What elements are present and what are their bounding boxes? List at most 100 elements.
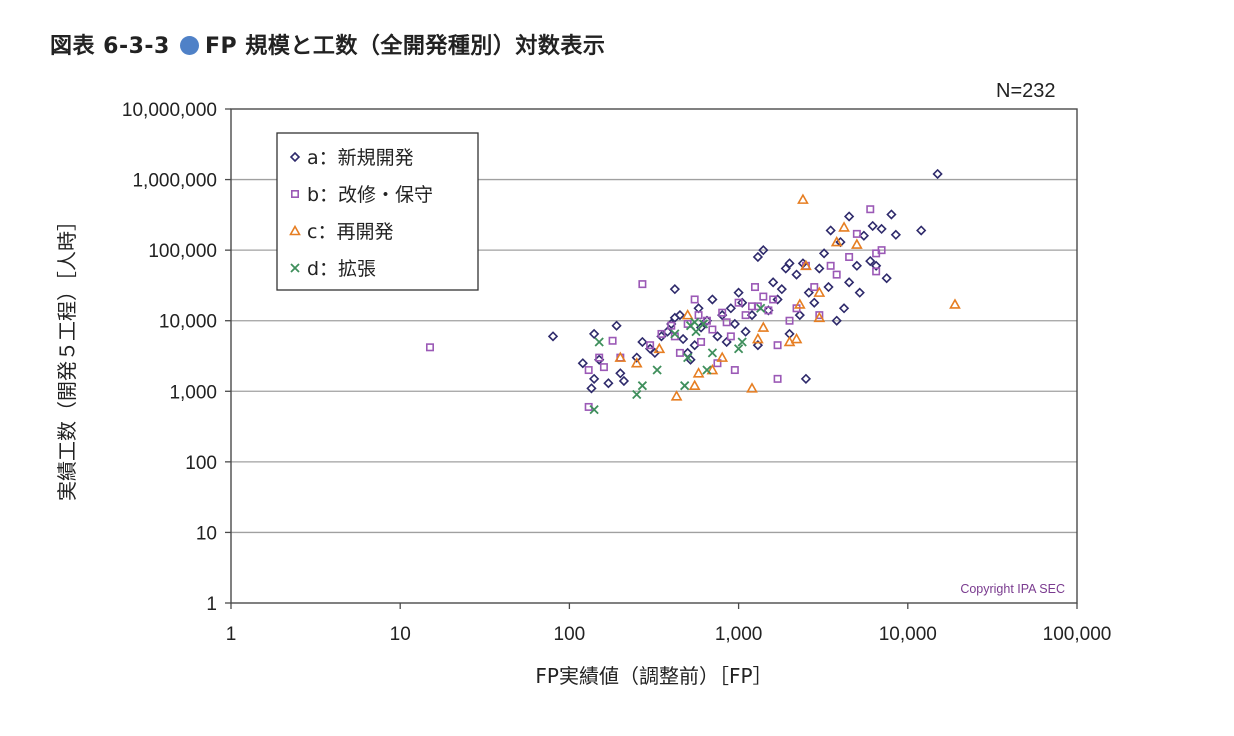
data-point-a — [843, 277, 855, 288]
data-point-c — [706, 363, 719, 375]
data-point-a — [631, 352, 642, 363]
data-point-d — [637, 381, 648, 391]
data-point-b — [425, 343, 434, 352]
data-point-a — [677, 333, 689, 345]
data-point-b — [877, 246, 886, 255]
data-point-a — [851, 260, 862, 271]
data-point-a — [725, 303, 736, 314]
x-tick-label: 100 — [554, 624, 586, 645]
data-point-b — [866, 205, 875, 214]
data-point-c — [653, 342, 666, 354]
data-point-c — [790, 332, 803, 344]
data-point-a — [737, 297, 748, 308]
data-point-b — [675, 348, 684, 357]
data-point-a — [881, 273, 892, 284]
x-tick-label: 100,000 — [1043, 624, 1112, 645]
data-point-a — [707, 294, 718, 305]
x-tick-label: 10 — [390, 624, 411, 645]
legend-marker-c-icon — [289, 224, 301, 236]
data-point-b — [584, 366, 593, 375]
data-point-d — [733, 344, 744, 354]
data-point-a — [733, 287, 744, 298]
series-b — [425, 205, 886, 411]
legend-label-c: c：再開発 — [307, 221, 393, 243]
data-point-c — [793, 298, 806, 309]
data-point-b — [646, 341, 655, 350]
data-point-a — [693, 303, 704, 314]
data-point-a — [637, 336, 648, 348]
data-point-b — [683, 319, 692, 328]
data-point-c — [716, 351, 729, 362]
data-point-c — [752, 332, 764, 344]
data-point-b — [852, 229, 861, 238]
data-point-d — [691, 327, 701, 337]
data-point-a — [831, 315, 842, 326]
data-point-d — [707, 348, 718, 358]
data-point-a — [740, 326, 751, 337]
data-point-a — [865, 255, 876, 267]
data-point-b — [726, 332, 735, 341]
data-point-b — [810, 283, 819, 292]
legend: a：新規開発 b：改修・保守 c：再開発 d：拡張 — [276, 132, 479, 291]
data-point-a — [854, 287, 865, 298]
legend-label-b: b：改修・保守 — [307, 184, 433, 206]
data-point-b — [764, 306, 773, 315]
data-point-b — [595, 353, 604, 362]
figure-title-text: FP 規模と工数（全開発種別）対数表示 — [205, 34, 606, 59]
data-point-a — [588, 328, 600, 340]
data-point-a — [823, 281, 834, 293]
data-point-c — [746, 382, 758, 393]
data-point-b — [697, 337, 706, 346]
data-point-c — [757, 321, 770, 332]
legend-marker-b-icon — [290, 190, 299, 199]
data-point-a — [794, 309, 805, 321]
plot-frame — [230, 108, 1078, 604]
data-point-c — [630, 357, 643, 368]
sample-size-label: N=232 — [996, 80, 1056, 102]
data-point-a — [618, 375, 630, 387]
data-point-b — [832, 270, 841, 279]
series-c — [614, 193, 961, 401]
data-point-a — [669, 284, 680, 295]
data-point-a — [712, 331, 723, 342]
data-point-a — [858, 230, 870, 241]
data-point-a — [843, 211, 855, 222]
data-point-c — [670, 390, 683, 401]
data-point-a — [809, 297, 820, 308]
data-point-b — [826, 261, 835, 270]
data-point-b — [702, 316, 711, 325]
data-point-a — [876, 223, 887, 235]
data-point-b — [708, 325, 717, 334]
data-point-a — [752, 340, 764, 351]
x-axis-title: FP実績値（調整前）［FP］ — [535, 664, 772, 688]
data-point-a — [784, 258, 795, 269]
data-point-a — [586, 383, 597, 394]
legend-label-d: d：拡張 — [307, 258, 376, 280]
data-point-a — [611, 320, 622, 331]
legend-box — [276, 132, 479, 291]
data-point-a — [932, 168, 943, 180]
data-point-a — [758, 245, 769, 256]
data-point-a — [890, 229, 901, 240]
data-point-b — [741, 311, 750, 320]
data-point-a — [791, 269, 802, 280]
data-point-c — [813, 311, 826, 323]
data-point-d — [737, 337, 747, 347]
x-tick-label: 10,000 — [879, 624, 937, 645]
data-point-a — [814, 263, 825, 274]
data-point-a — [772, 294, 783, 305]
data-point-c — [692, 367, 705, 378]
data-point-b — [638, 280, 647, 289]
data-point-d — [652, 365, 662, 375]
data-point-a — [674, 309, 686, 321]
legend-marker-a-icon — [289, 151, 301, 163]
copyright-text: Copyright IPA SEC — [960, 582, 1065, 596]
legend-label-a: a：新規開発 — [307, 147, 414, 169]
data-point-b — [750, 283, 759, 292]
data-point-c — [688, 379, 701, 390]
data-point-b — [753, 302, 762, 311]
data-point-b — [608, 336, 617, 345]
data-point-a — [729, 318, 740, 330]
data-point-c — [614, 351, 627, 362]
data-point-b — [718, 308, 727, 317]
